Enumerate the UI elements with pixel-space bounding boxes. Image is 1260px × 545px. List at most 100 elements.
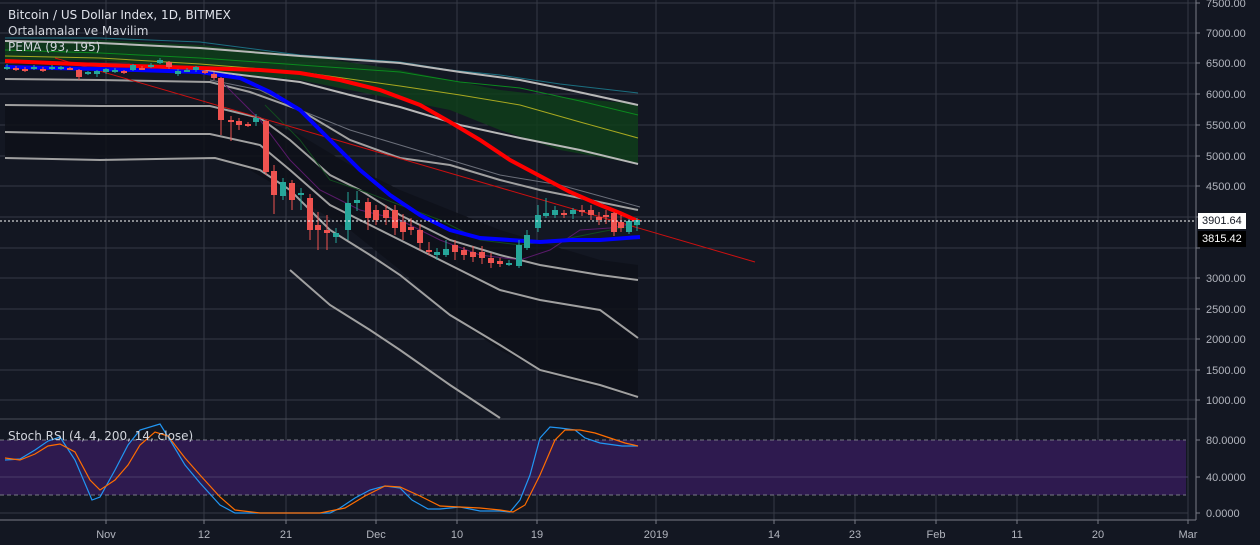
candle: [618, 222, 624, 228]
candle: [603, 215, 609, 217]
price-tick-label: 2000.00: [1206, 334, 1246, 346]
stoch-tick-label: 0.0000: [1206, 508, 1240, 520]
candle: [417, 230, 423, 243]
candle: [31, 67, 37, 69]
candle: [175, 71, 181, 74]
time-tick-label: 19: [531, 529, 543, 541]
time-tick-label: 10: [451, 529, 463, 541]
candle: [552, 210, 558, 215]
time-tick-label: Mar: [1179, 529, 1198, 541]
candle: [94, 71, 100, 74]
price-tick-label: 4500.00: [1206, 181, 1246, 193]
candle: [85, 72, 91, 74]
candle: [345, 203, 351, 230]
last-price-tag: 3901.64: [1198, 213, 1246, 229]
candle: [157, 60, 163, 63]
candle: [443, 249, 449, 255]
candle: [112, 70, 118, 72]
stoch-axis[interactable]: 80.0000 40.0000 0.0000: [1196, 435, 1246, 520]
candle: [40, 69, 46, 71]
stoch-legend: Stoch RSI (4, 4, 200, 14, close): [8, 428, 193, 444]
candle: [193, 67, 199, 70]
time-tick-label: 23: [849, 529, 861, 541]
candle: [13, 68, 19, 70]
candle: [218, 78, 224, 120]
candle: [148, 65, 154, 67]
price-tick-label: 7500.00: [1206, 0, 1246, 10]
price-axis[interactable]: 7500.00 7000.00 6500.00 6000.00 5500.00 5000.…: [1196, 0, 1246, 407]
price-tick-label: 2500.00: [1206, 304, 1246, 316]
secondary-price-tag: 3815.42: [1198, 231, 1246, 247]
candle: [289, 183, 295, 200]
price-tick-label: 1500.00: [1206, 365, 1246, 377]
time-axis[interactable]: Nov 12 21 Dec 10 19 2019 14 23 Feb 11 20 Mar: [96, 520, 1198, 541]
time-tick-label: 20: [1092, 529, 1104, 541]
candle: [4, 67, 10, 69]
indicator-legend-averages[interactable]: Ortalamalar ve Mavilim: [8, 24, 149, 38]
pema-slow-line: [4, 59, 641, 224]
candle: [543, 213, 549, 216]
candle: [506, 263, 512, 265]
candle: [561, 213, 567, 215]
envelope-line-3: [4, 131, 639, 339]
candle: [383, 210, 389, 218]
candle: [497, 261, 503, 264]
ma-grey-thin: [209, 79, 641, 208]
candle: [58, 67, 64, 69]
candle: [434, 252, 440, 255]
time-tick-label: 12: [198, 529, 210, 541]
candle: [626, 221, 632, 232]
candle: [365, 202, 371, 218]
candle: [271, 171, 277, 195]
stoch-d-line: [4, 429, 639, 514]
stoch-rsi-title[interactable]: Stoch RSI (4, 4, 200, 14, close): [8, 429, 194, 443]
lower-band-fill: [5, 104, 638, 398]
price-tick-label: 1000.00: [1206, 395, 1246, 407]
candle: [166, 62, 172, 67]
trendline[interactable]: [54, 57, 756, 263]
stoch-tick-label: 80.0000: [1206, 435, 1246, 447]
time-tick-label: Nov: [96, 529, 116, 541]
candle: [579, 210, 585, 212]
time-tick-label: Dec: [366, 529, 386, 541]
indicator-legend-pema[interactable]: PEMA (93, 195): [8, 40, 101, 54]
candle: [588, 210, 594, 215]
price-tick-label: 5000.00: [1206, 151, 1246, 163]
candle: [470, 252, 476, 257]
candle: [67, 68, 73, 70]
price-tick-label: 3000.00: [1206, 273, 1246, 285]
candle: [373, 210, 379, 220]
envelope-line-1: [4, 78, 639, 211]
time-tick-label: 11: [1011, 529, 1022, 541]
candle: [479, 252, 485, 258]
candle: [307, 198, 313, 230]
candle: [280, 182, 286, 196]
candle: [452, 245, 458, 252]
candle: [324, 230, 330, 233]
candle: [354, 200, 360, 203]
candle: [228, 120, 234, 122]
candle: [263, 121, 269, 172]
candle: [139, 68, 145, 70]
symbol-title[interactable]: Bitcoin / US Dollar Index, 1D, BITMEX: [8, 8, 231, 22]
candle: [461, 250, 467, 255]
price-tick-label: 6000.00: [1206, 89, 1246, 101]
stoch-tick-label: 40.0000: [1206, 472, 1246, 484]
candle: [333, 233, 339, 237]
candle: [202, 71, 208, 73]
candle: [596, 217, 602, 220]
time-tick-label: 2019: [644, 529, 668, 541]
time-tick-label: Feb: [927, 529, 946, 541]
candle: [236, 121, 242, 125]
candle: [426, 250, 432, 252]
candle: [103, 69, 109, 72]
candle: [570, 210, 576, 214]
candle: [253, 118, 259, 122]
candle: [488, 258, 494, 263]
candle: [211, 74, 217, 78]
band-line-yellow: [4, 55, 639, 139]
candle: [130, 65, 136, 70]
candle: [245, 124, 251, 126]
ma-purple: [224, 84, 631, 261]
